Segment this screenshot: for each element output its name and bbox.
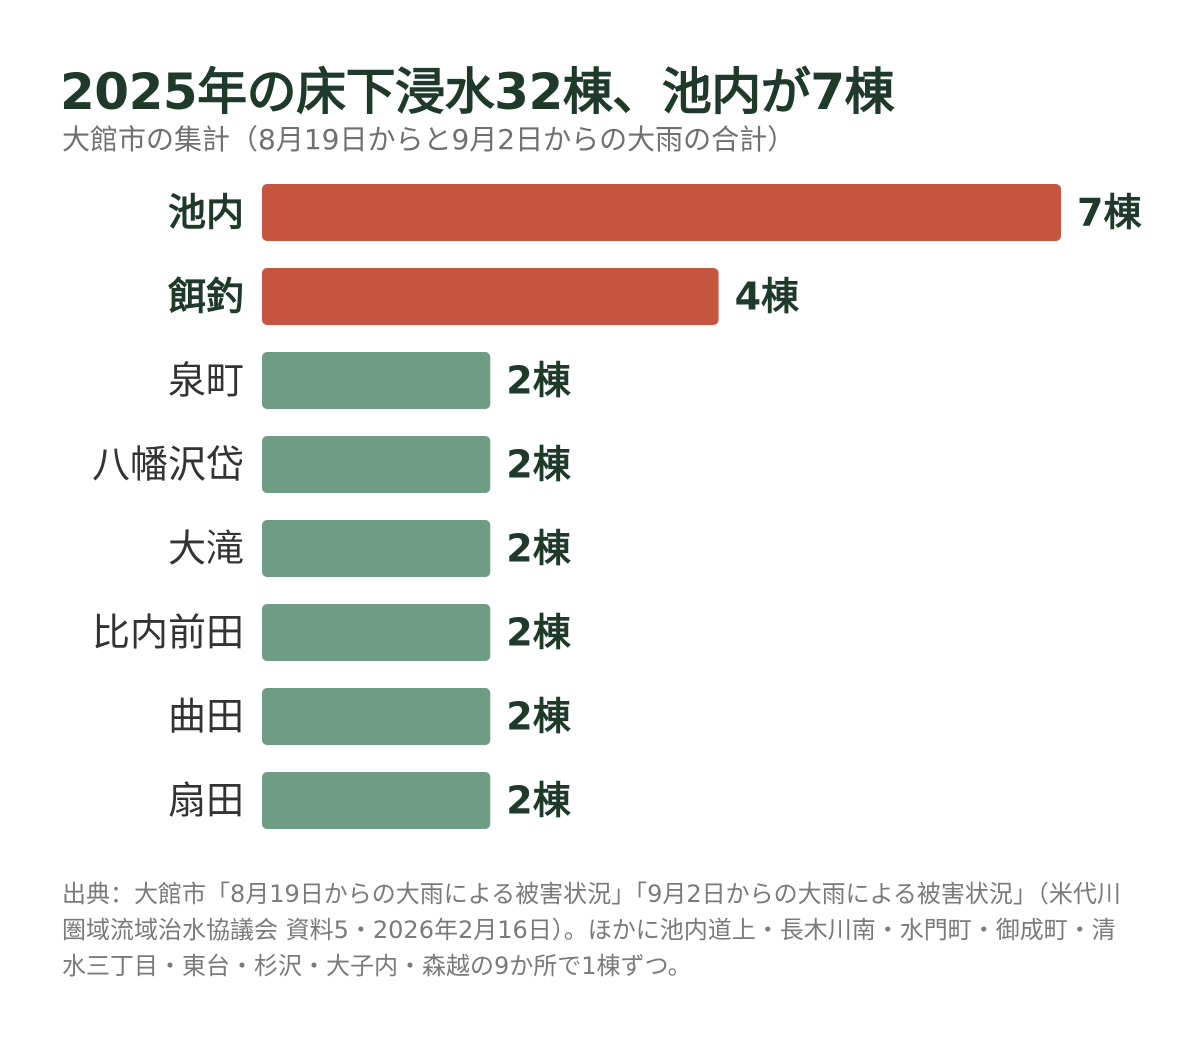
value-label: 2棟 [506, 611, 571, 655]
category-label: 曲田 [168, 695, 244, 739]
bar [262, 688, 491, 745]
value-label: 2棟 [506, 779, 571, 823]
bar [262, 436, 491, 493]
bar [262, 352, 491, 409]
value-label: 7棟 [1077, 191, 1142, 235]
bar-row: 大滝 2棟 [168, 520, 572, 577]
bar-row: 八幡沢岱 2棟 [92, 436, 572, 493]
bar-row: 餌釣 4棟 [168, 268, 800, 325]
value-label: 2棟 [506, 443, 571, 487]
bar-row: 曲田 2棟 [168, 688, 572, 745]
category-label: 扇田 [168, 779, 244, 823]
bar [262, 520, 491, 577]
chart-subtitle: 大館市の集計（8月19日からと9月2日からの大雨の合計） [62, 123, 796, 156]
bar [262, 268, 719, 325]
value-label: 2棟 [506, 527, 571, 571]
chart-title: 2025年の床下浸水32棟、池内が7棟 [60, 63, 895, 121]
bar [262, 604, 491, 661]
source-note: 出典：大館市「8月19日からの大雨による被害状況」「9月2日からの大雨による被害… [62, 880, 1121, 980]
category-label: 池内 [168, 191, 244, 235]
bar-row: 池内 7棟 [168, 184, 1142, 241]
bar-row: 扇田 2棟 [168, 772, 572, 829]
bar-row: 比内前田 2棟 [92, 604, 572, 661]
category-label: 比内前田 [92, 611, 244, 655]
value-label: 2棟 [506, 695, 571, 739]
value-label: 2棟 [506, 359, 571, 403]
category-label: 餌釣 [168, 275, 244, 319]
category-label: 大滝 [168, 527, 244, 571]
category-label: 八幡沢岱 [92, 443, 244, 487]
value-label: 4棟 [735, 275, 800, 319]
category-label: 泉町 [168, 359, 244, 403]
bar [262, 772, 491, 829]
bar [262, 184, 1061, 241]
bar-row: 泉町 2棟 [168, 352, 572, 409]
